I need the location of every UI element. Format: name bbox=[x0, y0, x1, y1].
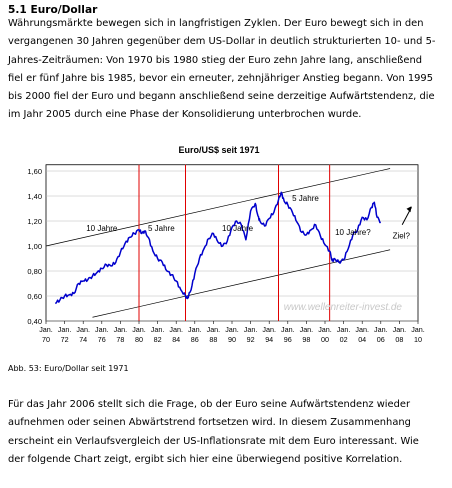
x-tick-label: 76 bbox=[98, 335, 106, 344]
x-tick-label: 82 bbox=[154, 335, 162, 344]
x-tick-label: Jan. bbox=[411, 325, 425, 334]
x-tick-label: Jan. bbox=[76, 325, 90, 334]
x-tick-label: Jan. bbox=[151, 325, 165, 334]
x-tick-label: Jan. bbox=[169, 325, 183, 334]
text-line: Währungsmärkte bewegen sich in langfrist… bbox=[8, 18, 424, 29]
text-line: fiel er fünf Jahre bis 1985, bevor ein e… bbox=[8, 72, 433, 84]
text-line: Für das Jahr 2006 stellt sich die Frage,… bbox=[8, 399, 411, 410]
cycle-markers bbox=[138, 164, 331, 321]
x-tick-label: Jan. bbox=[95, 325, 109, 334]
x-axis: Jan.70Jan.72Jan.74Jan.76Jan.78Jan.80Jan.… bbox=[39, 321, 425, 344]
y-tick-label: 1,60 bbox=[27, 167, 42, 176]
x-tick-label: 10 bbox=[414, 335, 422, 344]
text-line: aufnehmen oder seinen Abwärtstrend forts… bbox=[8, 417, 411, 429]
x-tick-label: 96 bbox=[284, 335, 292, 344]
x-tick-label: 84 bbox=[172, 335, 180, 344]
x-tick-label: Jan. bbox=[318, 325, 332, 334]
watermark-text: www.wellenreiter-invest.de bbox=[284, 302, 403, 313]
text-line: der folgende Chart zeigt, ergibt sich hi… bbox=[8, 453, 403, 465]
text-line: im Jahr 2005 durch eine Phase der Konsol… bbox=[8, 109, 362, 121]
intro-paragraph: Währungsmärkte bewegen sich in langfrist… bbox=[8, 15, 446, 130]
text-line: bis 2000 fiel der Euro und begann anschl… bbox=[8, 91, 435, 103]
x-tick-label: 98 bbox=[302, 335, 310, 344]
y-tick-label: 0,40 bbox=[27, 317, 42, 326]
x-tick-label: 06 bbox=[377, 335, 385, 344]
target-arrow-head bbox=[406, 206, 412, 213]
x-tick-label: 74 bbox=[79, 335, 87, 344]
x-tick-label: 02 bbox=[340, 335, 348, 344]
y-tick-label: 1,20 bbox=[27, 217, 42, 226]
annotation-label: 5 Jahre bbox=[292, 194, 319, 203]
upper-trend-line bbox=[45, 168, 391, 247]
annotation-label: Ziel? bbox=[393, 232, 411, 241]
annotation-label: 10 Jahre? bbox=[335, 228, 371, 237]
x-tick-label: Jan. bbox=[355, 325, 369, 334]
y-tick-label: 1,40 bbox=[27, 192, 42, 201]
x-tick-label: Jan. bbox=[337, 325, 351, 334]
x-tick-label: Jan. bbox=[207, 325, 221, 334]
chart-canvas: Euro/US$ seit 1971 0,40 0,60 0,80 1,00 1,20 1… bbox=[27, 145, 425, 344]
annotations: 10 Jahre 5 Jahre 10 Jahre 5 Jahre 10 Jahre? Z… bbox=[86, 194, 412, 241]
annotation-label: 10 Jahre bbox=[86, 224, 118, 233]
x-tick-label: Jan. bbox=[39, 325, 53, 334]
x-tick-label: Jan. bbox=[188, 325, 202, 334]
x-tick-label: Jan. bbox=[393, 325, 407, 334]
chart-grid bbox=[45, 164, 419, 322]
x-tick-label: Jan. bbox=[58, 325, 72, 334]
annotation-label: 5 Jahre bbox=[148, 224, 175, 233]
euro-usd-series-line bbox=[54, 191, 381, 305]
x-tick-label: 00 bbox=[321, 335, 329, 344]
x-tick-label: Jan. bbox=[300, 325, 314, 334]
text-line: erscheint ein Verlaufsvergleich der US-I… bbox=[8, 435, 419, 447]
plot-frame bbox=[45, 164, 419, 322]
x-tick-label: Jan. bbox=[281, 325, 295, 334]
x-tick-label: Jan. bbox=[374, 325, 388, 334]
euro-dollar-chart: Euro/US$ seit 1971 0,40 0,60 0,80 1,00 1,20 1… bbox=[8, 139, 446, 376]
series-layer bbox=[54, 191, 381, 305]
x-tick-label: 78 bbox=[116, 335, 124, 344]
x-tick-label: 90 bbox=[228, 335, 236, 344]
y-tick-label: 1,00 bbox=[27, 242, 42, 251]
y-tick-label: 0,80 bbox=[27, 267, 42, 276]
x-tick-label: 94 bbox=[265, 335, 273, 344]
x-tick-label: Jan. bbox=[262, 325, 276, 334]
x-tick-label: 92 bbox=[247, 335, 255, 344]
x-tick-label: 88 bbox=[209, 335, 217, 344]
x-tick-label: 86 bbox=[191, 335, 199, 344]
x-tick-label: Jan. bbox=[244, 325, 258, 334]
x-tick-label: Jan. bbox=[114, 325, 128, 334]
text-line: Jahres-Zeiträumen: Von 1970 bis 1980 sti… bbox=[8, 54, 422, 66]
figure-caption: Abb. 53: Euro/Dollar seit 1971 bbox=[8, 364, 129, 373]
outlook-paragraph: Für das Jahr 2006 stellt sich die Frage,… bbox=[8, 396, 446, 486]
x-tick-label: 70 bbox=[42, 335, 50, 344]
chart-title: Euro/US$ seit 1971 bbox=[178, 145, 259, 155]
x-tick-label: Jan. bbox=[132, 325, 146, 334]
y-axis: 0,40 0,60 0,80 1,00 1,20 1,40 1,60 bbox=[27, 167, 42, 326]
x-tick-label: 80 bbox=[135, 335, 143, 344]
x-tick-label: 72 bbox=[61, 335, 69, 344]
annotation-label: 10 Jahre bbox=[222, 224, 254, 233]
x-tick-label: 04 bbox=[358, 335, 366, 344]
section-title: 5.1 Euro/Dollar bbox=[8, 4, 98, 16]
text-line: vergangenen 30 Jahren gegenüber dem US-D… bbox=[8, 36, 436, 48]
y-tick-label: 0,60 bbox=[27, 292, 42, 301]
x-tick-label: Jan. bbox=[225, 325, 239, 334]
x-tick-label: 08 bbox=[395, 335, 403, 344]
